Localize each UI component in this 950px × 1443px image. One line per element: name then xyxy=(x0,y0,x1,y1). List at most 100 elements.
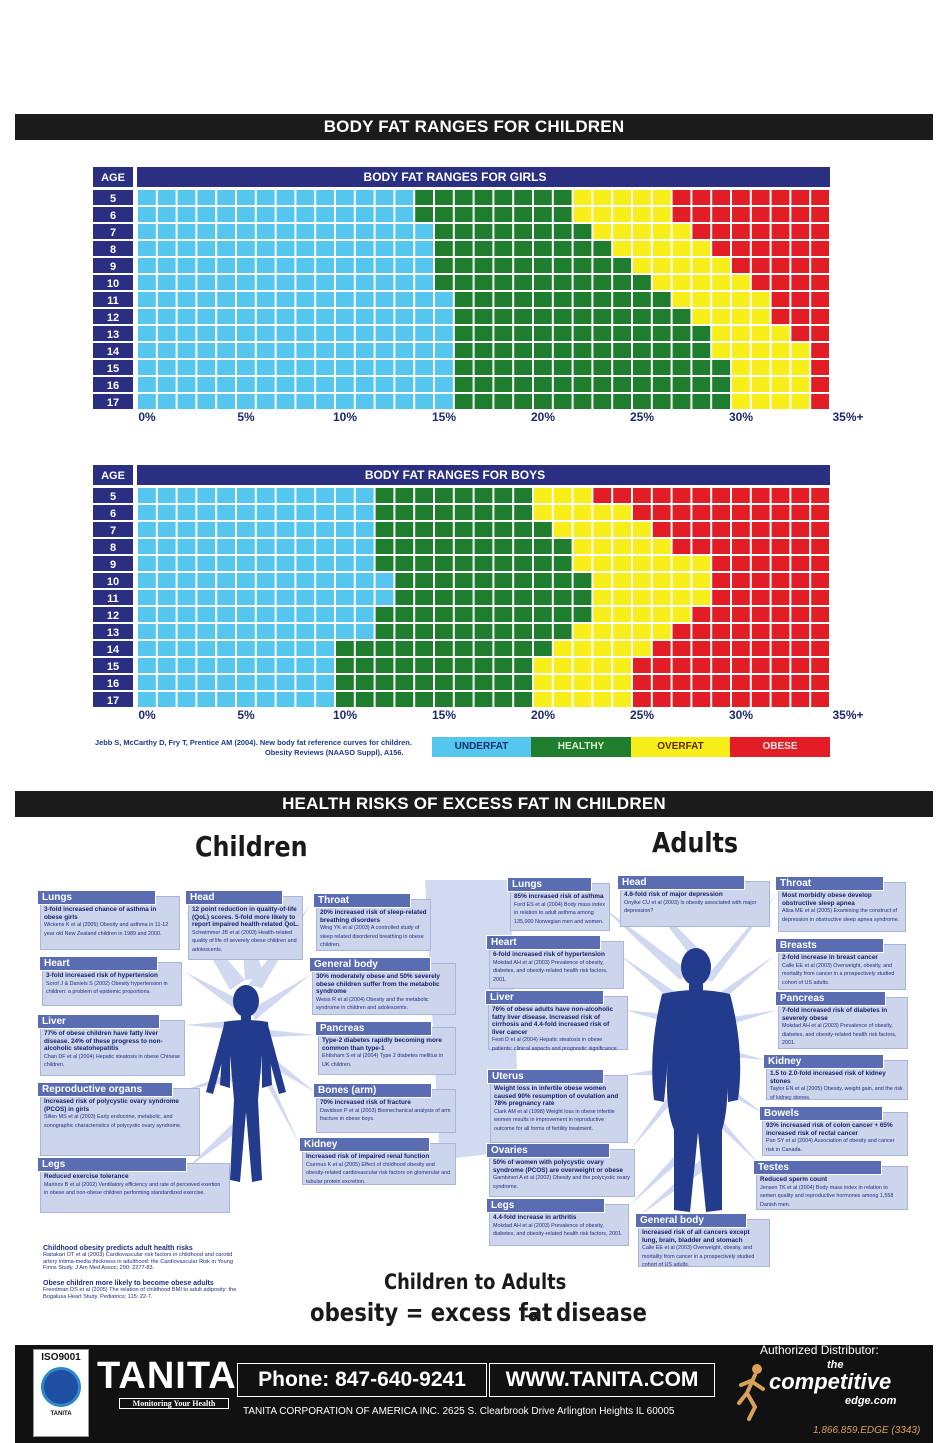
girls-cell-healthy xyxy=(712,377,730,392)
girls-cell-underfat xyxy=(256,360,275,375)
girls-cell-underfat xyxy=(197,309,216,324)
girls-cell-underfat xyxy=(336,258,354,273)
girls-cell-healthy xyxy=(474,258,493,273)
boys-cell-healthy xyxy=(534,590,552,605)
risk-title: Heart xyxy=(486,935,601,950)
girls-cell-underfat xyxy=(237,326,255,341)
girls-cell-underfat xyxy=(256,275,275,290)
risk-citation: Wing YK et al (2003) A controlled study … xyxy=(320,925,424,949)
girls-cell-overfat xyxy=(771,326,790,341)
girls-cell-healthy xyxy=(672,326,691,341)
boys-cell-healthy xyxy=(395,624,414,639)
girls-cell-overfat xyxy=(771,377,790,392)
boys-cell-healthy xyxy=(435,692,453,707)
boys-cell-obese xyxy=(751,607,770,622)
girls-cell-underfat xyxy=(197,377,216,392)
boys-cell-obese xyxy=(791,488,810,503)
girls-cell-underfat xyxy=(336,241,354,256)
girls-cell-healthy xyxy=(613,360,631,375)
girls-cell-healthy xyxy=(435,224,453,239)
boys-cell-underfat xyxy=(197,590,216,605)
girls-cell-underfat xyxy=(375,394,394,409)
boys-cell-underfat xyxy=(237,539,255,554)
boys-cell-underfat xyxy=(256,556,275,571)
runner-logo-icon xyxy=(735,1363,769,1421)
girls-cell-underfat xyxy=(435,309,453,324)
girls-cell-healthy xyxy=(652,377,671,392)
girls-cell-healthy xyxy=(474,360,493,375)
tanita-logo: TANITA xyxy=(97,1355,237,1397)
boys-cell-underfat xyxy=(336,573,354,588)
boys-cell-healthy xyxy=(474,624,493,639)
girls-cell-healthy xyxy=(454,309,473,324)
girls-cell-underfat xyxy=(177,275,196,290)
girls-cell-underfat xyxy=(217,326,235,341)
girls-x-tick: 5% xyxy=(237,410,255,424)
boys-cell-obese xyxy=(712,573,730,588)
boys-cell-healthy xyxy=(375,522,394,537)
girls-cell-underfat xyxy=(296,241,315,256)
website-link[interactable]: WWW.TANITA.COM xyxy=(489,1363,715,1397)
girls-cell-underfat xyxy=(336,326,354,341)
girls-cell-obese xyxy=(751,190,770,205)
boys-chart: AGE BODY FAT RANGES FOR BOYS 5 6 7 8 9 10 11 12 13… xyxy=(93,465,864,722)
boys-cell-underfat xyxy=(316,624,334,639)
girls-cell-obese xyxy=(811,207,829,222)
girls-x-tick: 25% xyxy=(630,410,654,424)
boys-cell-healthy xyxy=(534,624,552,639)
girls-cell-underfat xyxy=(375,190,394,205)
boys-cell-healthy xyxy=(375,675,394,690)
risk-text: 20% increased risk of sleep-related brea… xyxy=(320,909,427,924)
boys-cell-healthy xyxy=(415,607,433,622)
girls-cell-obese xyxy=(771,309,790,324)
girls-cell-healthy xyxy=(613,343,631,358)
girls-cell-overfat xyxy=(771,360,790,375)
girls-cell-healthy xyxy=(573,377,592,392)
boys-cell-obese xyxy=(771,675,790,690)
boys-cell-healthy xyxy=(494,658,513,673)
risk-text: Increased risk of all cancers except lun… xyxy=(642,1229,750,1244)
boys-cell-healthy xyxy=(474,641,493,656)
girls-cell-healthy xyxy=(514,224,532,239)
boys-cell-underfat xyxy=(296,539,315,554)
boys-cell-underfat xyxy=(157,658,176,673)
boys-cell-underfat xyxy=(177,658,196,673)
girls-cell-underfat xyxy=(336,343,354,358)
boys-cell-obese xyxy=(751,573,770,588)
boys-cell-healthy xyxy=(395,522,414,537)
girls-cell-healthy xyxy=(593,377,612,392)
boys-cell-underfat xyxy=(177,556,196,571)
girls-cell-healthy xyxy=(553,275,572,290)
girls-cell-obese xyxy=(751,207,770,222)
girls-cell-underfat xyxy=(296,343,315,358)
boys-cell-underfat xyxy=(256,522,275,537)
girls-cell-underfat xyxy=(336,207,354,222)
girls-cell-overfat xyxy=(613,190,631,205)
girls-cell-underfat xyxy=(256,258,275,273)
boys-cell-underfat xyxy=(336,556,354,571)
boys-cell-underfat xyxy=(355,522,374,537)
girls-cell-underfat xyxy=(197,394,216,409)
boys-cell-obese xyxy=(672,692,691,707)
girls-cell-healthy xyxy=(474,326,493,341)
risk-citation: Calle EE et al (2003) Overweight, obesit… xyxy=(642,1245,755,1269)
boys-cell-underfat xyxy=(256,488,275,503)
boys-cell-overfat xyxy=(553,505,572,520)
boys-cell-healthy xyxy=(494,573,513,588)
girls-cell-underfat xyxy=(415,275,433,290)
legend-healthy: HEALTHY xyxy=(531,737,631,757)
boys-cell-obese xyxy=(751,556,770,571)
boys-cell-underfat xyxy=(296,505,315,520)
girls-cell-healthy xyxy=(514,207,532,222)
girls-cell-underfat xyxy=(276,309,295,324)
girls-cell-healthy xyxy=(553,394,572,409)
boys-cell-underfat xyxy=(138,624,156,639)
boys-cell-underfat xyxy=(276,505,295,520)
girls-cell-underfat xyxy=(157,309,176,324)
risk-panel-bg xyxy=(488,996,628,1050)
risk-title: Uterus xyxy=(487,1069,605,1084)
girls-cell-obese xyxy=(791,275,810,290)
boys-cell-underfat xyxy=(197,573,216,588)
risk-title: Throat xyxy=(313,893,411,908)
risk-title: Heart xyxy=(39,956,158,971)
